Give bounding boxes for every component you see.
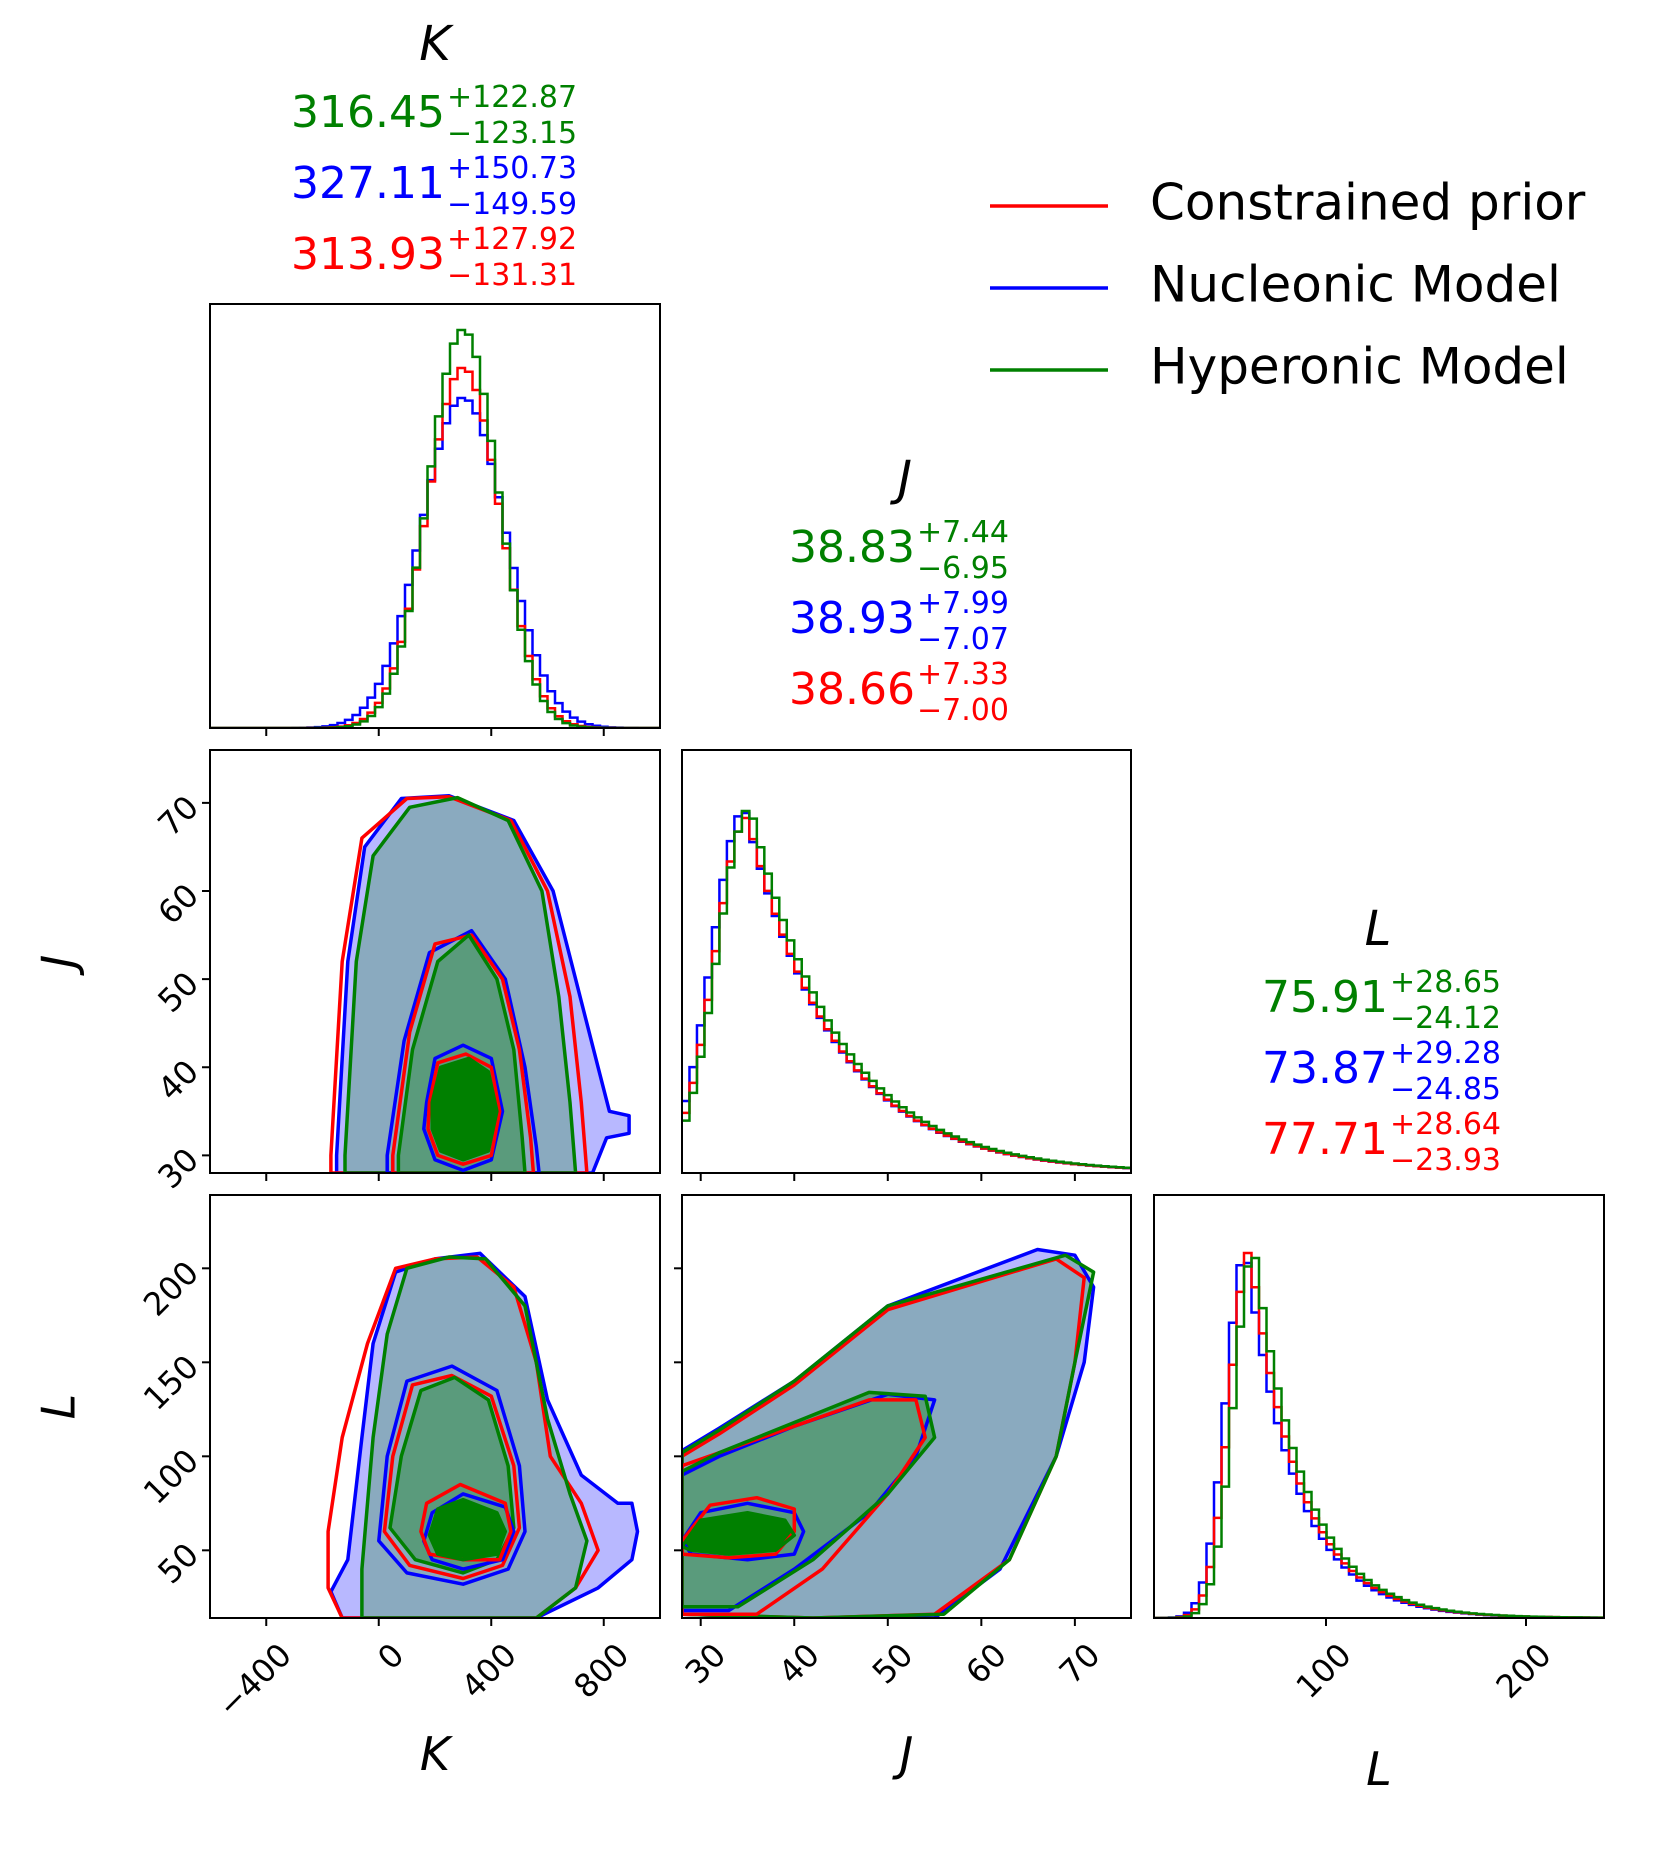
- x-axis-label-L: L: [1366, 1742, 1392, 1796]
- summary-K-constrained: 313.93: [291, 229, 445, 280]
- panel-frame-K-J: [209, 749, 661, 1174]
- summary-L-constrained: 77.71: [1262, 1114, 1388, 1165]
- param-title-K: K: [419, 16, 454, 72]
- contour-line-L_vs_K-nucleonic-outer: [329, 1251, 640, 1618]
- contour-line-L_vs_J-hyperonic-inner: [682, 1510, 797, 1556]
- summary-plus-K-nucleonic: +150.73: [447, 151, 577, 186]
- summary-minus-L-hyperonic: −24.12: [1390, 1001, 1501, 1036]
- summary-plus-K-constrained: +127.92: [447, 222, 577, 257]
- summary-plus-L-nucleonic: +29.28: [1390, 1036, 1501, 1071]
- y-axis-label-L: L: [32, 1394, 86, 1420]
- summary-minus-J-constrained: −7.00: [917, 693, 1009, 728]
- summary-K-nucleonic: 327.11: [291, 158, 445, 209]
- summary-plus-J-hyperonic: +7.44: [917, 515, 1009, 550]
- summary-minus-K-constrained: −131.31: [447, 258, 577, 293]
- contour-line-L_vs_K-nucleonic-mid: [377, 1364, 527, 1586]
- contour-line-L_vs_K-hyperonic-outer: [360, 1255, 589, 1618]
- contour-line-J_vs_K-hyperonic-mid: [396, 933, 527, 1173]
- summary-minus-K-hyperonic: −123.15: [447, 116, 577, 151]
- summary-minus-J-hyperonic: −6.95: [917, 551, 1009, 586]
- contour-fill-L_vs_K-hyperonic-inner: [429, 1499, 506, 1560]
- histogram-L-hyperonic: [1154, 1256, 1604, 1618]
- panel-frame-K-L: [209, 1194, 661, 1619]
- panel-frame-J-J: [681, 749, 1132, 1174]
- contour-line-J_vs_K-nucleonic-mid: [385, 928, 541, 1173]
- summary-minus-J-nucleonic: −7.07: [917, 622, 1009, 657]
- histogram-J-hyperonic: [682, 809, 1131, 1169]
- summary-J-constrained: 38.66: [789, 664, 915, 715]
- summary-plus-L-hyperonic: +28.65: [1390, 965, 1501, 1000]
- panel-frame-K-K: [209, 303, 661, 729]
- summary-L-nucleonic: 73.87: [1262, 1043, 1388, 1094]
- summary-K-hyperonic: 316.45: [291, 87, 445, 138]
- legend-label-hyperonic: Hyperonic Model: [1150, 338, 1569, 396]
- panel-frame-L-L: [1153, 1194, 1605, 1619]
- contour-line-J_vs_K-hyperonic-outer: [343, 795, 578, 1173]
- contour-fill-L_vs_J-hyperonic-inner: [682, 1512, 795, 1555]
- contour-line-L_vs_J-hyperonic-outer: [682, 1253, 1096, 1618]
- summary-minus-K-nucleonic: −149.59: [447, 187, 577, 222]
- legend-label-nucleonic: Nucleonic Model: [1150, 256, 1561, 314]
- contour-line-J_vs_K-constrained-inner: [426, 1052, 502, 1166]
- summary-J-hyperonic: 38.83: [789, 522, 915, 573]
- summary-plus-L-constrained: +28.64: [1390, 1107, 1501, 1142]
- summary-plus-J-constrained: +7.33: [917, 657, 1009, 692]
- contour-line-J_vs_K-hyperonic-inner: [430, 1056, 499, 1162]
- contour-line-L_vs_K-hyperonic-mid: [388, 1375, 516, 1575]
- summary-J-nucleonic: 38.93: [789, 593, 915, 644]
- summary-L-hyperonic: 75.91: [1262, 972, 1388, 1023]
- contour-line-L_vs_J-constrained-inner: [682, 1495, 797, 1560]
- contour-line-J_vs_K-nucleonic-outer: [334, 794, 631, 1173]
- contour-line-L_vs_J-hyperonic-mid: [682, 1390, 937, 1609]
- contour-line-J_vs_K-constrained-outer: [329, 794, 589, 1173]
- contour-fill-L_vs_K-nucleonic-outer: [330, 1253, 638, 1618]
- contour-line-L_vs_K-hyperonic-inner: [427, 1497, 508, 1562]
- contour-fill-J_vs_K-hyperonic-inner: [432, 1058, 497, 1160]
- summary-minus-L-constrained: −23.93: [1390, 1143, 1501, 1178]
- x-axis-label-K: K: [420, 1727, 454, 1781]
- summary-plus-J-nucleonic: +7.99: [917, 586, 1009, 621]
- legend-label-constrained: Constrained prior: [1150, 174, 1586, 232]
- summary-plus-K-hyperonic: +122.87: [447, 80, 577, 115]
- panel-frame-J-L: [681, 1194, 1132, 1619]
- contour-line-L_vs_K-constrained-mid: [382, 1373, 522, 1581]
- contour-line-L_vs_K-constrained-outer: [326, 1255, 600, 1618]
- contour-line-L_vs_J-nucleonic-mid: [682, 1392, 937, 1613]
- summary-minus-L-nucleonic: −24.85: [1390, 1072, 1501, 1107]
- param-title-L: L: [1365, 901, 1392, 957]
- contour-line-J_vs_K-nucleonic-inner: [422, 1043, 505, 1173]
- contour-line-J_vs_K-constrained-mid: [391, 933, 536, 1173]
